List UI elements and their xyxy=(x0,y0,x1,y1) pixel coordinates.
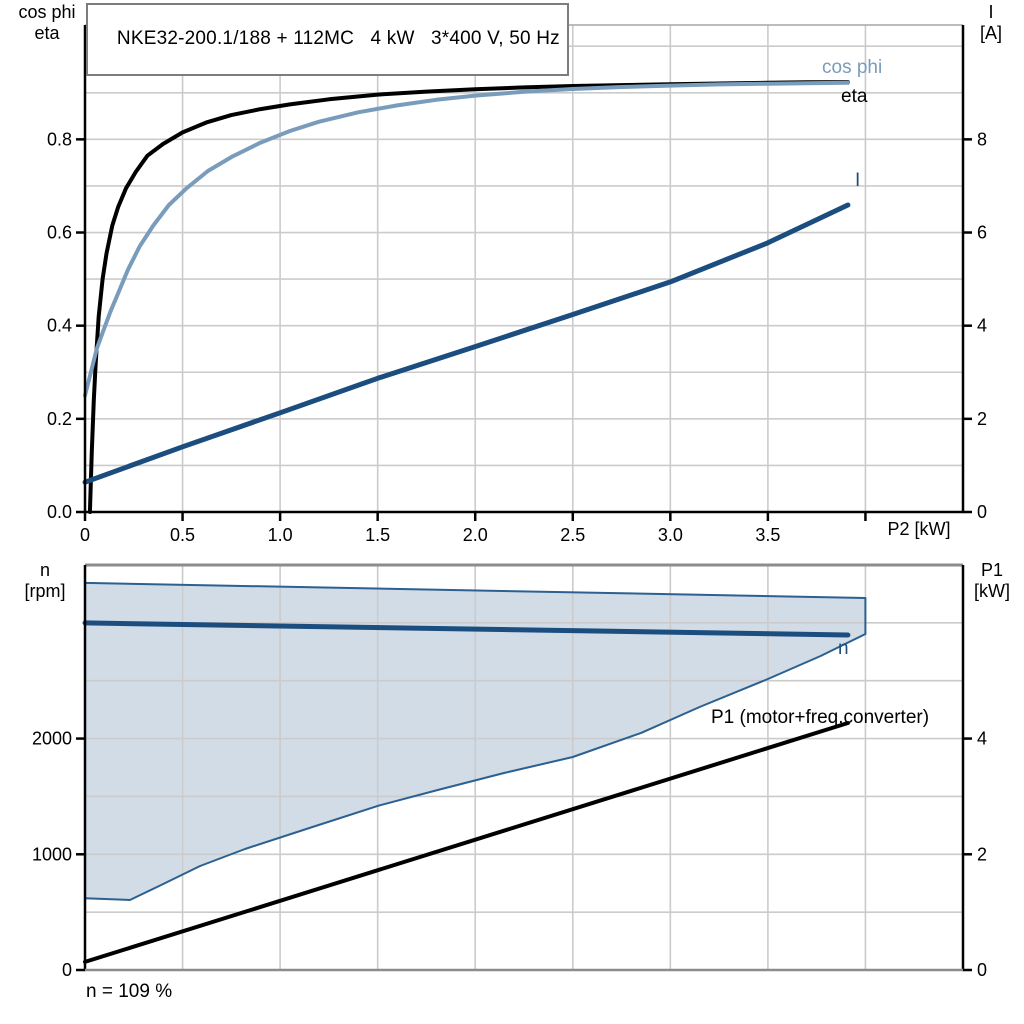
y-left-title-rpm: [rpm] xyxy=(24,581,66,601)
curve-cos-phi xyxy=(83,80,850,398)
tick-label-x: 1.5 xyxy=(365,525,390,545)
y-left-title-n: n xyxy=(39,560,50,580)
tick-label-y-right: 4 xyxy=(977,316,987,336)
curve-eta xyxy=(87,80,850,514)
y-left-title-eta: eta xyxy=(34,23,60,43)
top-left-axis-title: cos phi eta xyxy=(4,2,90,44)
chart-title: NKE32-200.1/188 + 112MC 4 kW 3*400 V, 50… xyxy=(116,28,560,49)
current-curve-label: I xyxy=(855,170,861,191)
tick-label-y-right: 0 xyxy=(977,960,987,980)
y-right-title-i: I xyxy=(988,2,994,22)
speed-percent-footnote: n = 109 % xyxy=(86,981,173,1002)
tick-label-y-right: 0 xyxy=(977,502,987,522)
tick-label-y-right: 8 xyxy=(977,129,987,149)
speed-curve-label: n xyxy=(838,638,849,659)
bottom-left-axis-title: n [rpm] xyxy=(8,560,82,602)
p1-curve-label: P1 (motor+freq.converter) xyxy=(711,707,930,728)
tick-label-y-right: 6 xyxy=(977,223,987,243)
tick-label-y-left: 0.8 xyxy=(47,129,72,149)
tick-label-x: 2.5 xyxy=(560,525,585,545)
y-right-title-p1: P1 xyxy=(980,560,1004,580)
tick-label-x: 2.0 xyxy=(463,525,488,545)
tick-label-y-left: 0.2 xyxy=(47,409,72,429)
tick-label-y-left: 0.6 xyxy=(47,223,72,243)
tick-label-y-right: 4 xyxy=(977,729,987,749)
tick-label-y-left: 0 xyxy=(62,960,72,980)
tick-label-y-right: 2 xyxy=(977,844,987,864)
curve-I xyxy=(82,202,851,485)
x-axis-title: P2 [kW] xyxy=(887,519,951,539)
tick-label-y-left: 0.4 xyxy=(47,316,72,336)
y-left-title-cosphi: cos phi xyxy=(18,2,76,22)
eta-curve-label: eta xyxy=(841,86,868,107)
cosphi-curve-label: cos phi xyxy=(822,57,883,78)
curve-n xyxy=(82,620,851,638)
speed-control-duty-field-border xyxy=(84,581,867,901)
y-right-title-amps: [A] xyxy=(979,23,1002,43)
tick-label-y-left: 1000 xyxy=(32,844,72,864)
tick-label-y-left: 0.0 xyxy=(47,502,72,522)
bottom-right-axis-title: P1 [kW] xyxy=(963,560,1021,602)
tick-label-x: 1.0 xyxy=(268,525,293,545)
top-right-axis-title: I [A] xyxy=(961,2,1021,44)
tick-label-y-right: 2 xyxy=(977,409,987,429)
tick-label-x: 0.5 xyxy=(170,525,195,545)
tick-label-y-left: 2000 xyxy=(32,729,72,749)
y-right-title-kw: [kW] xyxy=(974,581,1010,601)
chart-title-box: NKE32-200.1/188 + 112MC 4 kW 3*400 V, 50… xyxy=(86,3,569,76)
tick-label-x: 3.0 xyxy=(658,525,683,545)
tick-label-x: 3.5 xyxy=(755,525,780,545)
curve-P1 xyxy=(83,721,850,964)
bottom-chart: 0 1000 2000 0 2 4 xyxy=(32,563,987,980)
tick-label-x: 0 xyxy=(80,525,90,545)
